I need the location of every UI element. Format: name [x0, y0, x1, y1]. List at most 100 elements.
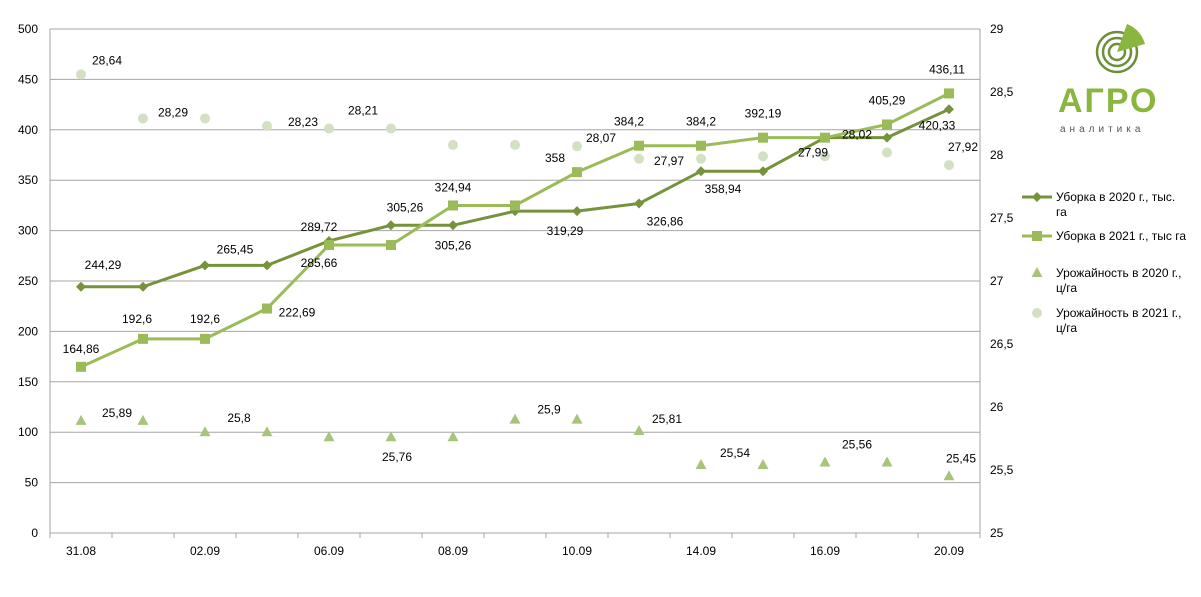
series-0-point	[76, 281, 86, 292]
y-left-tick-label: 200	[18, 324, 38, 338]
x-tick-label: 02.09	[190, 544, 220, 558]
series-2-data-label: 25,81	[652, 412, 682, 426]
logo: АГРО аналитика	[1058, 24, 1159, 135]
series-0-data-label: 319,29	[547, 224, 584, 238]
series-1-point	[76, 361, 86, 372]
series-2-point	[633, 424, 645, 435]
series-3-data-label: 28,07	[586, 131, 616, 145]
series-3-point	[386, 123, 396, 134]
series-3-data-label: 28,64	[92, 53, 122, 67]
series-1-point	[138, 333, 148, 344]
legend-label-0: га	[1056, 205, 1067, 219]
x-tick-label: 10.09	[562, 544, 592, 558]
legend-label-2: ц/га	[1056, 281, 1077, 295]
series-0-data-label: 326,86	[647, 215, 684, 229]
logo-emblem-icon	[1095, 24, 1145, 74]
series-layer	[75, 69, 955, 481]
series-3-point	[758, 151, 768, 162]
series-1-point	[572, 167, 582, 178]
series-0-data-label: 305,26	[435, 238, 472, 252]
legend-marker-0	[1032, 192, 1042, 202]
legend-marker-2	[1031, 267, 1043, 277]
series-1-point	[262, 303, 272, 314]
series-2-data-label: 25,54	[720, 446, 750, 460]
series-3-data-label: 28,02	[842, 127, 872, 141]
series-1-data-label: 192,6	[122, 312, 152, 326]
series-1-point	[758, 132, 768, 143]
grid-lines	[50, 28, 980, 534]
series-1-data-label: 384,2	[686, 115, 716, 129]
series-3-data-label: 27,97	[654, 154, 684, 168]
y-right-tick-label: 27	[990, 274, 1004, 288]
y-right-tick-label: 27,5	[990, 211, 1014, 225]
series-0-data-label: 420,33	[919, 118, 956, 132]
series-2-point	[447, 431, 459, 442]
series-0-point	[758, 166, 768, 177]
series-3-point	[448, 139, 458, 150]
y-right-tick-label: 26,5	[990, 337, 1014, 351]
series-0-data-label: 265,45	[217, 242, 254, 256]
x-tick-label: 16.09	[810, 544, 840, 558]
logo-subtitle: аналитика	[1060, 124, 1144, 135]
series-1-data-label: 436,11	[929, 62, 965, 76]
series-0-data-label: 358,94	[705, 182, 742, 196]
x-tick-label: 08.09	[438, 544, 468, 558]
legend-label-3: ц/га	[1056, 321, 1077, 335]
legend: Уборка в 2020 г., тыс.га Уборка в 2021 г.…	[1022, 190, 1186, 335]
series-1-point	[696, 140, 706, 151]
series-2-data-label: 25,45	[946, 451, 976, 465]
series-3-point	[944, 160, 954, 171]
series-2-point	[385, 431, 397, 442]
series-2-point	[695, 458, 707, 469]
y-left-tick-label: 100	[18, 425, 38, 439]
series-3-point	[200, 113, 210, 124]
series-2-point	[571, 413, 583, 424]
series-2-point	[943, 470, 955, 481]
y-right-tick-label: 26	[990, 400, 1004, 414]
axes: 0 50 100 150 200 250 300 350 400 450 500 25 25,5 26 26…	[18, 22, 1014, 558]
series-2-data-label: 25,89	[102, 406, 132, 420]
series-3-data-label: 28,23	[288, 115, 318, 129]
series-0-point	[696, 166, 706, 177]
series-2-point	[509, 413, 521, 424]
series-3-point	[820, 151, 830, 162]
y-left-tick-label: 250	[18, 274, 38, 288]
series-0-point	[634, 198, 644, 209]
series-2-point	[137, 414, 149, 425]
series-2-point	[199, 426, 211, 437]
series-1-point	[324, 240, 334, 251]
legend-label-2: Урожайность в 2020 г.,	[1056, 266, 1181, 280]
series-1-data-label: 392,19	[745, 107, 782, 121]
series-1-data-label: 222,69	[279, 306, 316, 320]
series-line-0	[81, 107, 950, 289]
series-3-data-label: 27,92	[948, 140, 978, 154]
series-1-data-label: 405,29	[869, 93, 906, 107]
x-tick-label: 14.09	[686, 544, 716, 558]
y-left-tick-label: 400	[18, 123, 38, 137]
y-right-tick-label: 25	[990, 526, 1004, 540]
series-1-data-label: 192,6	[190, 312, 220, 326]
legend-label-3: Урожайность в 2021 г.,	[1056, 306, 1181, 320]
series-3-point	[510, 139, 520, 150]
series-1-point	[882, 119, 892, 130]
series-1-point	[200, 333, 210, 344]
y-left-tick-label: 300	[18, 224, 38, 238]
series-2-data-label: 25,8	[227, 411, 251, 425]
series-3-data-label: 28,21	[348, 104, 378, 118]
data-labels: 244,29 265,45 289,72 305,26 319,29 326,86 358,…	[63, 53, 979, 465]
logo-word: АГРО	[1058, 82, 1159, 120]
series-0-point	[200, 260, 210, 271]
series-2-point	[323, 431, 335, 442]
series-0-point	[448, 220, 458, 231]
series-1-data-label: 285,66	[301, 256, 338, 270]
series-0-data-label: 305,26	[387, 200, 424, 214]
series-3-point	[76, 69, 86, 80]
x-tick-label: 06.09	[314, 544, 344, 558]
series-0-point	[138, 281, 148, 292]
series-1-point	[510, 200, 520, 211]
series-3-point	[262, 121, 272, 132]
series-1-data-label: 324,94	[435, 180, 472, 194]
series-2-point	[261, 426, 273, 437]
series-1-point	[448, 200, 458, 211]
